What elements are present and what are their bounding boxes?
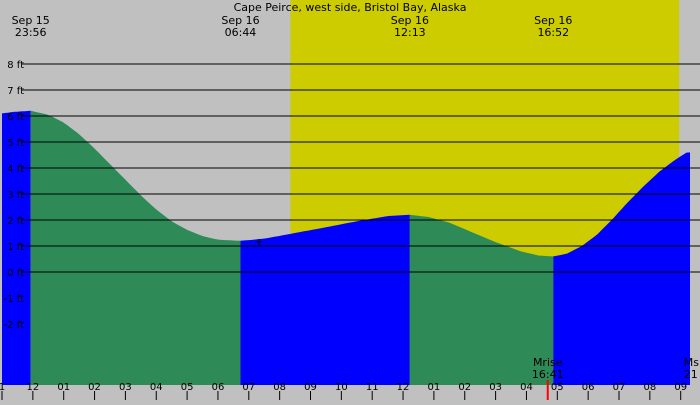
y-tick-label: -1 ft xyxy=(4,294,24,305)
x-tick-label: 05 xyxy=(551,382,564,393)
x-tick-label: 09 xyxy=(674,382,687,393)
y-tick-label: 7 ft xyxy=(7,86,24,97)
x-tick-label: 05 xyxy=(181,382,194,393)
tide-event-time: 16:52 xyxy=(537,26,569,39)
tide-segment-3 xyxy=(240,214,410,385)
tide-event-time: 06:44 xyxy=(225,26,257,39)
moon-event-time: 21 xyxy=(684,368,698,381)
x-tick-label: 07 xyxy=(242,382,255,393)
x-tick-label: 06 xyxy=(582,382,595,393)
x-tick-label: 04 xyxy=(520,382,533,393)
y-tick-label: 1 ft xyxy=(7,242,24,253)
tide-event-time: 23:56 xyxy=(15,26,47,39)
x-axis-labels: 1 12 01 02 03 04 05 06 07 08 09 10 11 12 01 02 03 04 05 06 0… xyxy=(0,382,687,400)
y-tick-label: 2 ft xyxy=(7,216,24,227)
x-tick-label: 10 xyxy=(335,382,348,393)
chart-title: Cape Peirce, west side, Bristol Bay, Ala… xyxy=(234,1,467,14)
tide-segment-4 xyxy=(409,214,554,385)
grid-lines xyxy=(22,63,700,273)
y-tick-label: 0 ft xyxy=(7,268,24,279)
x-tick-label: 03 xyxy=(489,382,502,393)
tide-low-marker: + xyxy=(255,237,263,248)
x-tick-label: 01 xyxy=(428,382,441,393)
x-tick-label: 04 xyxy=(150,382,163,393)
y-tick-label: 6 ft xyxy=(7,112,24,123)
x-tick-label: 02 xyxy=(458,382,471,393)
tide-segment-1 xyxy=(2,110,31,386)
tide-segment-5 xyxy=(553,152,690,385)
x-tick-label: 07 xyxy=(613,382,626,393)
tide-event-time: 12:13 xyxy=(394,26,426,39)
x-tick-label: 09 xyxy=(304,382,317,393)
x-tick-label: 12 xyxy=(26,382,39,393)
tide-segment-2 xyxy=(30,110,241,386)
x-tick-label: 11 xyxy=(366,382,379,393)
x-tick-label: 12 xyxy=(397,382,410,393)
moon-event-time: 16:41 xyxy=(532,368,564,381)
y-tick-label: 3 ft xyxy=(7,190,24,201)
x-tick-label: 01 xyxy=(57,382,70,393)
y-axis-labels: 8 ft 7 ft 6 ft 5 ft 4 ft 3 ft 2 ft 1 ft 0 ft -1 f… xyxy=(4,60,24,331)
tide-event-date: Sep 15 xyxy=(12,14,50,27)
y-tick-label: -2 ft xyxy=(4,320,24,331)
moon-event-label: Ms xyxy=(684,356,699,369)
x-tick-label: 02 xyxy=(88,382,101,393)
y-tick-label: 5 ft xyxy=(7,138,24,149)
tide-event-date: Sep 16 xyxy=(534,14,572,27)
moon-event-label: Mrise xyxy=(533,356,563,369)
tide-event-date: Sep 16 xyxy=(391,14,429,27)
x-tick-label: 06 xyxy=(212,382,225,393)
x-tick-label: 08 xyxy=(273,382,286,393)
tide-areas xyxy=(2,110,690,386)
y-tick-label: 8 ft xyxy=(7,60,24,71)
x-tick-label: 08 xyxy=(643,382,656,393)
tide-event-date: Sep 16 xyxy=(221,14,259,27)
y-tick-label: 4 ft xyxy=(7,164,24,175)
x-tick-label: 1 xyxy=(0,382,5,393)
x-tick-label: 03 xyxy=(119,382,132,393)
